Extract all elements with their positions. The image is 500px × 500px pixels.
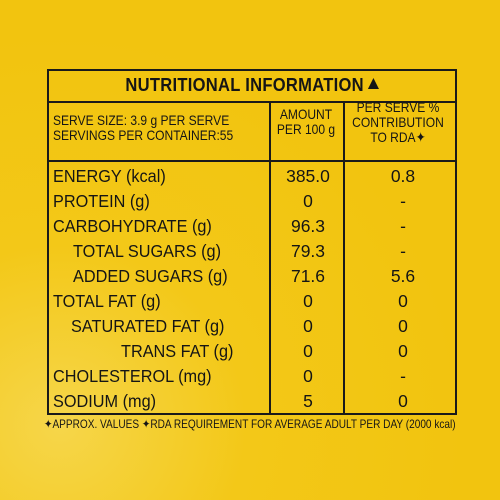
amount-per-100g: 385.0 <box>286 166 330 186</box>
nutrient-label: SODIUM (mg) <box>53 391 157 411</box>
nutrient-label: ADDED SUGARS (g) <box>73 266 228 286</box>
rda-contribution: 0 <box>398 291 408 311</box>
rda-header: PER SERVE % CONTRIBUTION TO RDA✦ <box>347 100 448 145</box>
arrow-icon <box>367 78 379 89</box>
nutrient-label: ENERGY (kcal) <box>53 166 166 186</box>
nutrient-label: CHOLESTEROL (mg) <box>53 366 212 386</box>
column-divider <box>269 103 271 413</box>
rda-contribution: 0.8 <box>390 166 416 186</box>
amount-per-100g: 5 <box>303 391 313 411</box>
amount-per-100g: 71.6 <box>290 266 326 286</box>
serve-info: SERVE SIZE: 3.9 g PER SERVE SERVINGS PER… <box>53 113 233 143</box>
amount-header: AMOUNT PER 100 g <box>276 107 336 137</box>
amount-per-100g: 0 <box>303 291 313 311</box>
amount-per-100g: 0 <box>303 191 313 211</box>
nutrient-label: CARBOHYDRATE (g) <box>53 216 212 236</box>
title-divider <box>49 101 455 103</box>
amount-header-line: PER 100 g <box>276 121 336 137</box>
amount-per-100g: 96.3 <box>290 216 326 236</box>
rda-contribution: 0 <box>398 391 408 411</box>
column-divider <box>343 103 345 413</box>
rda-header-line: TO RDA✦ <box>370 129 426 145</box>
nutrient-row: CARBOHYDRATE (g) 96.3 - <box>49 214 455 238</box>
rda-contribution: - <box>400 241 406 261</box>
nutrient-label: TRANS FAT (g) <box>121 341 234 361</box>
rda-header-line: CONTRIBUTION <box>352 114 444 130</box>
amount-per-100g: 0 <box>303 316 313 336</box>
nutrition-panel: NUTRITIONAL INFORMATION SERVE SIZE: 3.9 … <box>47 69 457 415</box>
serve-size: SERVE SIZE: 3.9 g PER SERVE <box>53 112 230 128</box>
nutrient-row: TRANS FAT (g) 0 0 <box>49 339 455 363</box>
nutrient-label: TOTAL FAT (g) <box>53 291 161 311</box>
rda-contribution: 0 <box>398 341 408 361</box>
amount-header-line: AMOUNT <box>279 106 333 122</box>
nutrient-row: TOTAL FAT (g) 0 0 <box>49 289 455 313</box>
footnote: ✦APPROX. VALUES ✦RDA REQUIREMENT FOR AVE… <box>44 417 456 431</box>
rda-contribution: - <box>400 191 406 211</box>
rda-header-line: PER SERVE % <box>356 99 440 115</box>
nutrient-row: ENERGY (kcal) 385.0 0.8 <box>49 164 455 188</box>
nutrient-label: SATURATED FAT (g) <box>71 316 225 336</box>
rda-contribution: 0 <box>398 316 408 336</box>
nutrient-row: SODIUM (mg) 5 0 <box>49 389 455 413</box>
amount-per-100g: 79.3 <box>290 241 326 261</box>
rda-contribution: 5.6 <box>390 266 416 286</box>
nutrient-row: SATURATED FAT (g) 0 0 <box>49 314 455 338</box>
rda-contribution: - <box>400 216 406 236</box>
panel-title: NUTRITIONAL INFORMATION <box>65 75 439 96</box>
nutrient-row: TOTAL SUGARS (g) 79.3 - <box>49 239 455 263</box>
title-text: NUTRITIONAL INFORMATION <box>125 75 364 95</box>
nutrient-label: PROTEIN (g) <box>53 191 150 211</box>
header-divider <box>49 160 455 162</box>
rda-contribution: - <box>400 366 406 386</box>
amount-per-100g: 0 <box>303 341 313 361</box>
nutrient-label: TOTAL SUGARS (g) <box>73 241 222 261</box>
amount-per-100g: 0 <box>303 366 313 386</box>
nutrient-row: PROTEIN (g) 0 - <box>49 189 455 213</box>
servings-per-container: SERVINGS PER CONTAINER:55 <box>53 127 234 143</box>
nutrient-row: CHOLESTEROL (mg) 0 - <box>49 364 455 388</box>
nutrient-row: ADDED SUGARS (g) 71.6 5.6 <box>49 264 455 288</box>
